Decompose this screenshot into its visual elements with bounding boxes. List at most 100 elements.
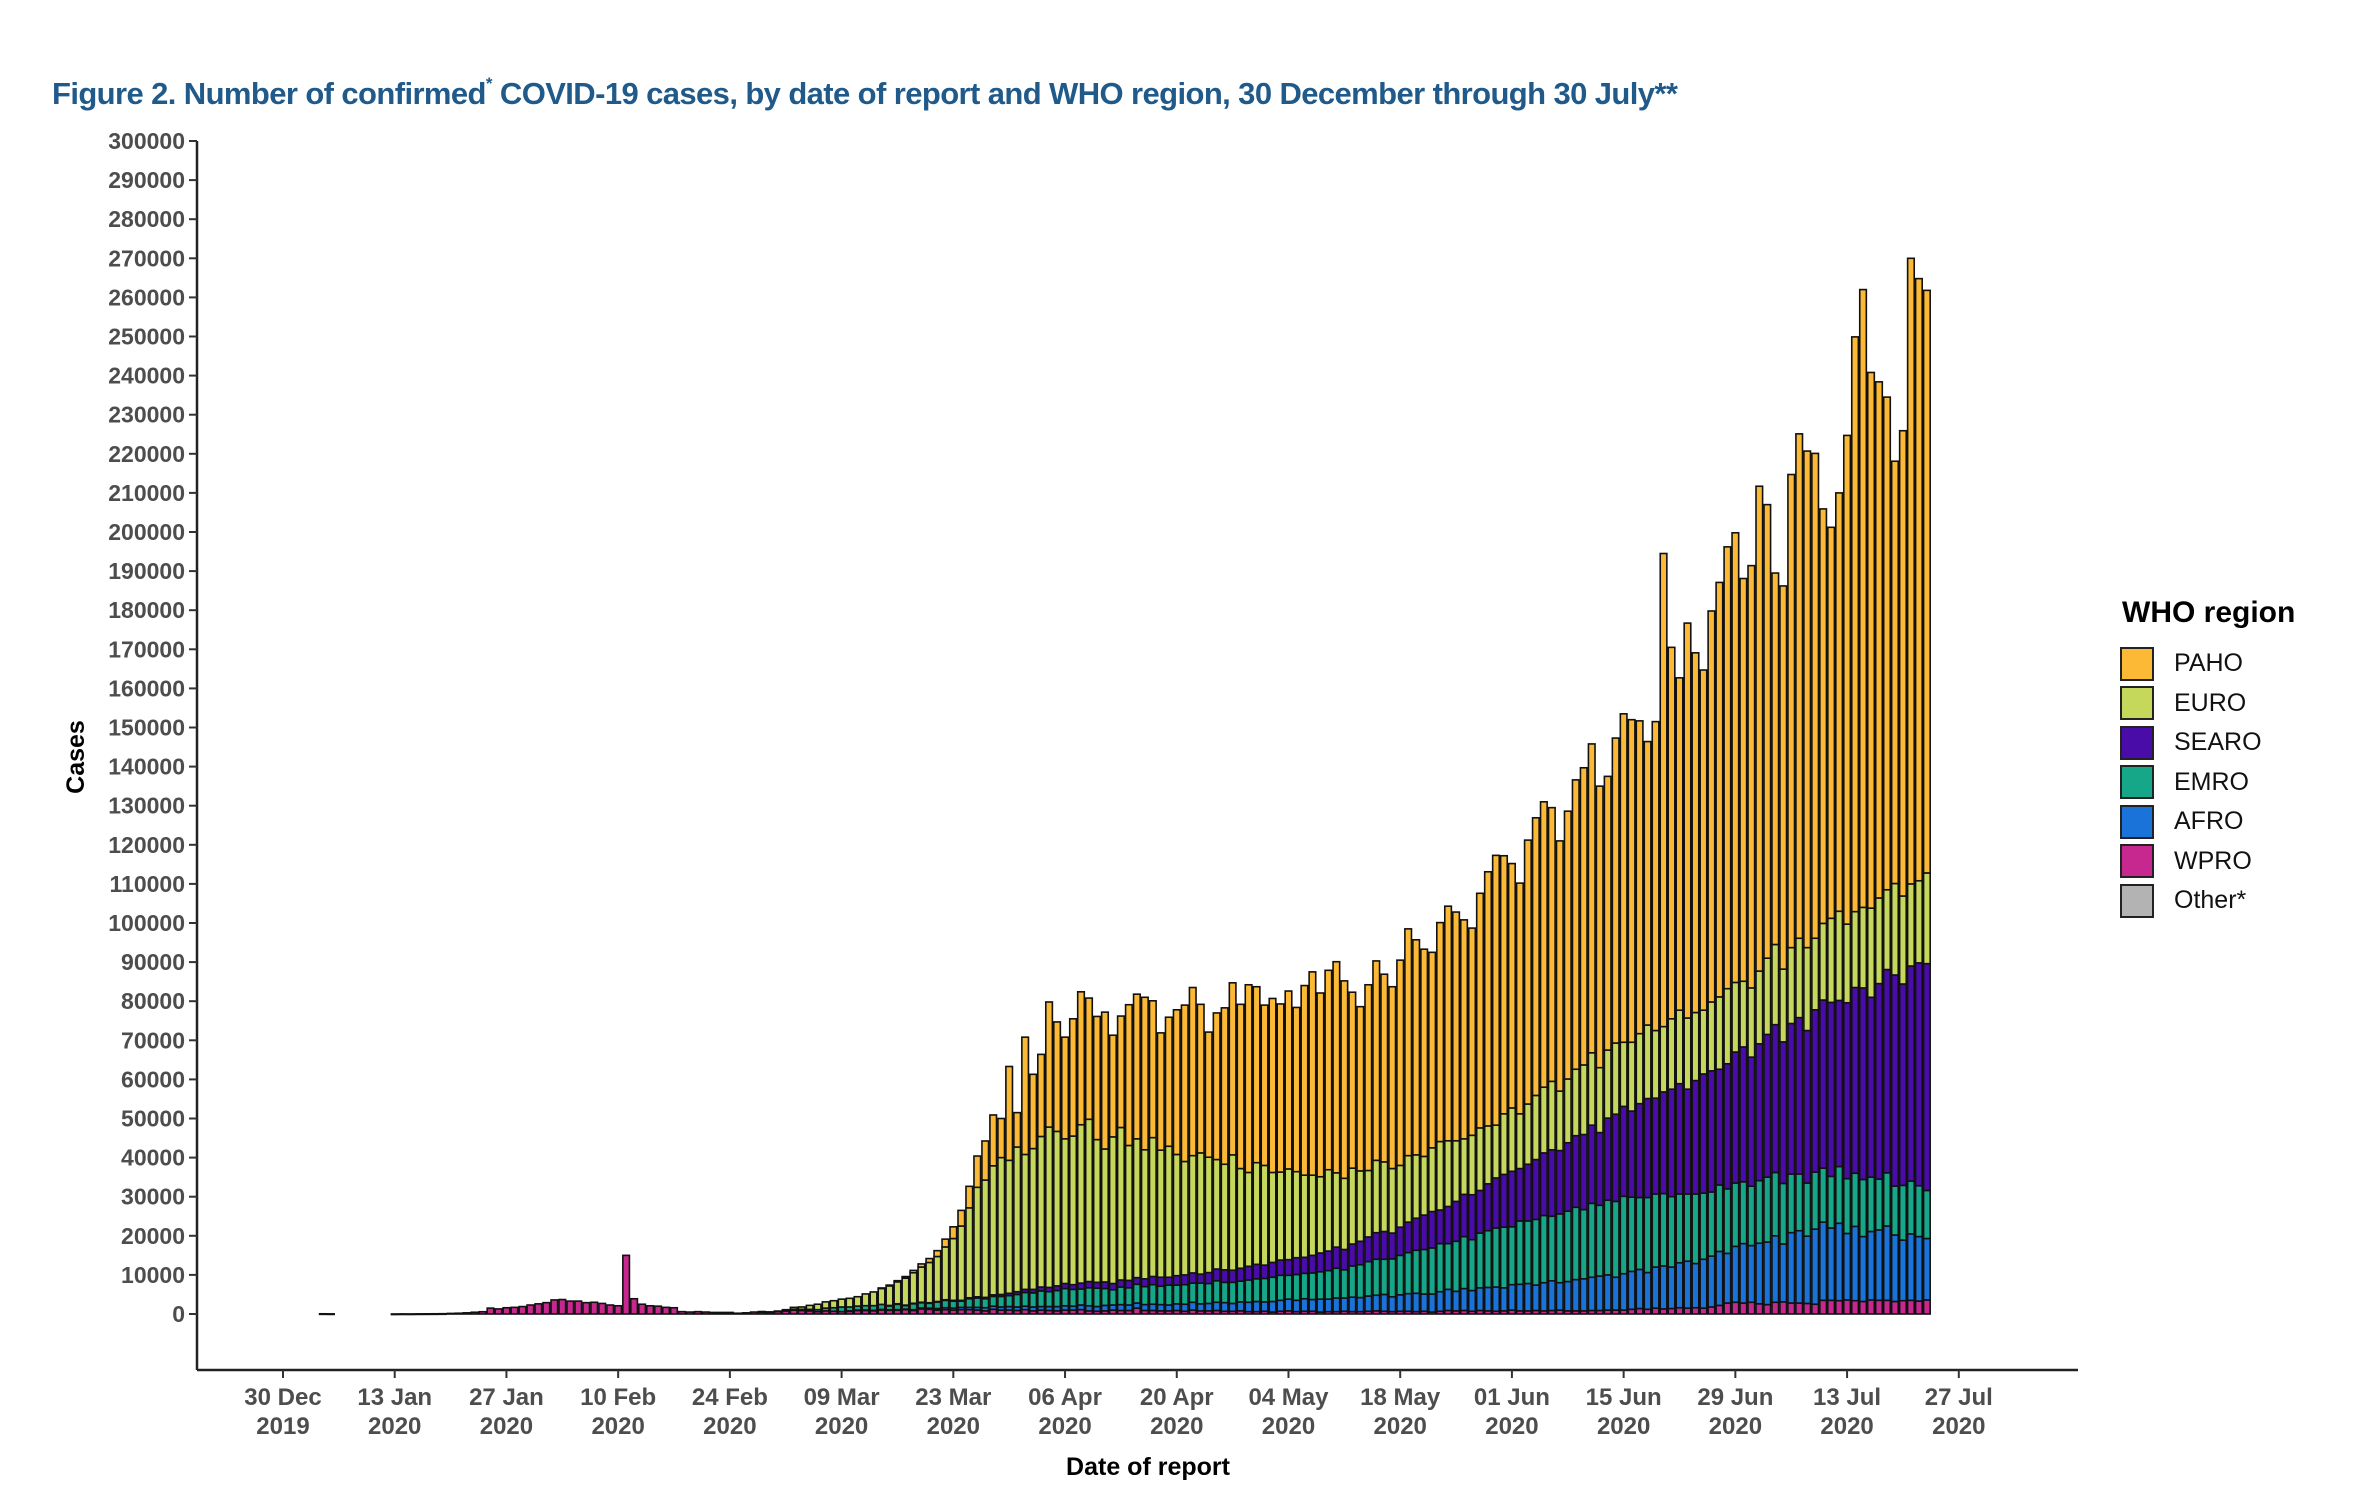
- bar-stack: [1771, 572, 1780, 1315]
- bar-segment-euro: [1619, 1041, 1628, 1108]
- bar-stack: [1914, 277, 1923, 1315]
- bar-segment-emro: [997, 1295, 1006, 1308]
- bar-segment-wpro: [1914, 1300, 1923, 1315]
- bar-segment-paho: [893, 1279, 902, 1283]
- bar-stack: [1204, 1031, 1213, 1315]
- bar-segment-emro: [1515, 1220, 1524, 1286]
- bar-segment-emro: [1563, 1210, 1572, 1283]
- bar-segment-searo: [1531, 1158, 1540, 1221]
- bar-segment-emro: [1739, 1181, 1748, 1245]
- bar-stack: [1819, 508, 1828, 1315]
- bar-segment-searo: [1316, 1252, 1325, 1273]
- bar-stack: [661, 1306, 671, 1315]
- bar-segment-emro: [1491, 1227, 1501, 1288]
- bar-segment-emro: [1747, 1185, 1756, 1247]
- bar-segment-afro: [1148, 1303, 1157, 1312]
- bar-stack: [1763, 503, 1772, 1315]
- bar-stack: [478, 1310, 487, 1315]
- bar-segment-searo: [1587, 1124, 1596, 1205]
- bar-segment-emro: [1428, 1247, 1437, 1295]
- bar-segment-afro: [1683, 1260, 1692, 1309]
- bar-segment-wpro: [1731, 1301, 1740, 1315]
- bar-segment-afro: [1763, 1241, 1772, 1306]
- bar-segment-emro: [1412, 1249, 1421, 1295]
- bar-segment-paho: [1284, 990, 1293, 1170]
- bar-stack: [1332, 960, 1341, 1315]
- bar-segment-afro: [1156, 1303, 1165, 1312]
- bar-segment-euro: [1523, 1103, 1532, 1166]
- bar-stack: [749, 1311, 758, 1315]
- bar-segment-afro: [1340, 1297, 1349, 1313]
- bar-segment-paho: [1523, 839, 1532, 1105]
- bar-segment-euro: [1874, 897, 1884, 985]
- bar-stack: [1787, 473, 1796, 1315]
- bar-segment-euro: [1842, 923, 1852, 1004]
- bar-segment-paho: [1731, 531, 1740, 984]
- bar-stack: [1731, 531, 1740, 1315]
- bar-segment-searo: [1595, 1131, 1604, 1207]
- bar-segment-euro: [1906, 883, 1916, 967]
- bar-segment-afro: [1635, 1268, 1644, 1310]
- x-tick-year: 2020: [703, 1413, 756, 1440]
- bar-segment-euro: [1220, 1163, 1229, 1271]
- bar-segment-paho: [1771, 572, 1780, 946]
- x-tick-label: 20 Apr: [1140, 1384, 1214, 1411]
- bar-segment-euro: [989, 1165, 998, 1296]
- y-tick-label: 210000: [108, 480, 185, 506]
- bar-segment-searo: [1364, 1236, 1373, 1263]
- legend-item-searo: SEARO: [2120, 723, 2295, 763]
- x-tick-year: 2020: [1374, 1413, 1427, 1440]
- bar-segment-searo: [1890, 974, 1900, 1187]
- bar-stack: [326, 1313, 335, 1316]
- bar-segment-searo: [1308, 1254, 1317, 1274]
- bar-stack: [1132, 993, 1141, 1315]
- bar-stack: [1795, 433, 1804, 1315]
- legend-label: EMRO: [2174, 767, 2249, 796]
- bar-segment-paho: [1268, 997, 1277, 1174]
- bar-segment-wpro: [414, 1313, 423, 1316]
- x-tick-year: 2020: [1932, 1413, 1985, 1440]
- bar-segment-paho: [997, 1117, 1006, 1159]
- bar-segment-paho: [1707, 610, 1716, 1003]
- x-tick-year: 2020: [480, 1413, 533, 1440]
- bar-segment-afro: [1100, 1304, 1110, 1312]
- bar-segment-searo: [1579, 1133, 1588, 1211]
- bar-segment-euro: [1795, 937, 1804, 1019]
- bar-segment-wpro: [1715, 1304, 1724, 1315]
- bar-stack: [765, 1311, 774, 1315]
- bar-segment-wpro: [462, 1312, 471, 1315]
- bar-segment-wpro: [558, 1298, 567, 1315]
- bar-stack: [1244, 983, 1253, 1315]
- bar-segment-emro: [1268, 1276, 1277, 1303]
- bar-segment-emro: [1172, 1284, 1181, 1305]
- bar-stack: [1164, 1016, 1173, 1315]
- bar-segment-afro: [1412, 1292, 1421, 1313]
- bar-segment-paho: [1691, 652, 1700, 1014]
- bar-segment-afro: [1842, 1232, 1852, 1301]
- bar-stack: [981, 1140, 990, 1315]
- bar-segment-emro: [1922, 1189, 1931, 1240]
- bar-segment-euro: [1284, 1168, 1293, 1261]
- bar-segment-wpro: [741, 1312, 750, 1315]
- bar-segment-afro: [1220, 1301, 1229, 1313]
- bar-segment-euro: [1436, 1140, 1445, 1211]
- bar-stack: [949, 1226, 958, 1315]
- legend-item-afro: AFRO: [2120, 802, 2295, 842]
- bar-segment-paho: [1140, 996, 1149, 1151]
- bar-segment-wpro: [1850, 1299, 1860, 1315]
- y-tick-label: 220000: [108, 441, 185, 467]
- bar-segment-paho: [1531, 817, 1540, 1097]
- bar-stack: [1021, 1036, 1030, 1315]
- bar-segment-paho: [1380, 973, 1389, 1163]
- bar-segment-wpro: [398, 1313, 407, 1316]
- bar-stack: [877, 1287, 886, 1315]
- bar-stack: [741, 1312, 750, 1315]
- bar-segment-searo: [1667, 1088, 1676, 1198]
- bar-stack: [1739, 577, 1748, 1315]
- bar-segment-paho: [1571, 779, 1580, 1071]
- bar-stack: [1308, 971, 1317, 1315]
- y-tick-label: 110000: [110, 871, 185, 897]
- bar-segment-searo: [1787, 1022, 1796, 1175]
- bar-segment-euro: [1667, 1017, 1676, 1090]
- bar-segment-euro: [837, 1298, 846, 1308]
